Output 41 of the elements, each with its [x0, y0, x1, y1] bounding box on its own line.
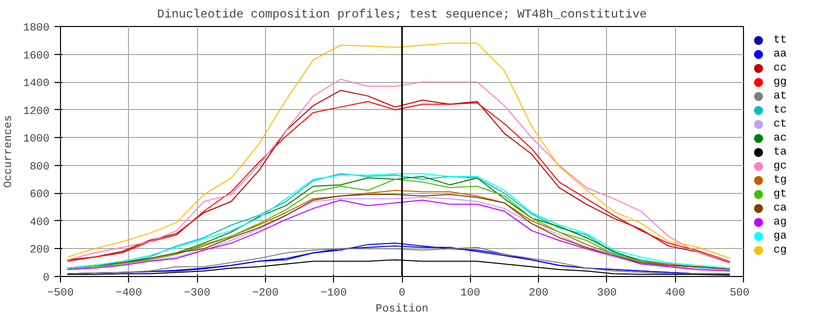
x-tick-label: 200 — [528, 288, 549, 300]
x-tick-label: 400 — [665, 288, 686, 300]
legend-label: ct — [774, 118, 787, 130]
legend-label: ga — [774, 230, 788, 242]
legend-label: tc — [774, 104, 787, 116]
legend-label: gt — [774, 188, 787, 200]
y-tick-label: 1600 — [23, 50, 50, 62]
line-series — [66, 42, 730, 259]
legend-label: ag — [774, 216, 787, 228]
x-tick-label: 100 — [460, 288, 480, 300]
x-tick-label: −100 — [320, 288, 347, 300]
legend-label: at — [774, 90, 787, 102]
y-tick-label: 400 — [30, 216, 50, 229]
legend-label: ca — [774, 202, 788, 214]
y-tick-label: 0 — [42, 272, 50, 284]
y-tick-label: 800 — [30, 161, 50, 174]
y-tick-label: 1000 — [23, 134, 50, 146]
x-tick-label: 300 — [597, 288, 617, 300]
y-tick-label: 200 — [30, 244, 50, 257]
y-tick-label: 600 — [30, 189, 50, 202]
x-tick-label: −300 — [184, 288, 210, 300]
y-tick-label: 1400 — [23, 78, 50, 90]
y-axis-title: Occurrences — [3, 115, 16, 188]
legend-label: cg — [774, 244, 787, 256]
legend-label: tg — [774, 174, 787, 186]
x-tick-label: 0 — [398, 288, 406, 300]
x-tick-label: −200 — [252, 288, 279, 300]
x-tick-label: 500 — [730, 288, 750, 300]
legend-label: tt — [774, 34, 787, 46]
legend-label: ac — [774, 132, 787, 144]
legend-label: cc — [774, 62, 787, 74]
legend-label: gg — [774, 76, 787, 88]
legend-label: aa — [774, 48, 788, 60]
x-tick-label: −500 — [47, 288, 74, 300]
y-tick-label: 1800 — [23, 22, 50, 34]
y-tick-label: 1200 — [23, 106, 50, 118]
legend-label: ta — [774, 146, 788, 158]
x-tick-label: −400 — [116, 288, 142, 300]
chart-title: Dinucleotide composition profiles; test sequence; WT48h_constitutive — [157, 8, 647, 22]
x-axis-title: Position — [376, 304, 428, 316]
legend-label: gc — [774, 160, 787, 172]
